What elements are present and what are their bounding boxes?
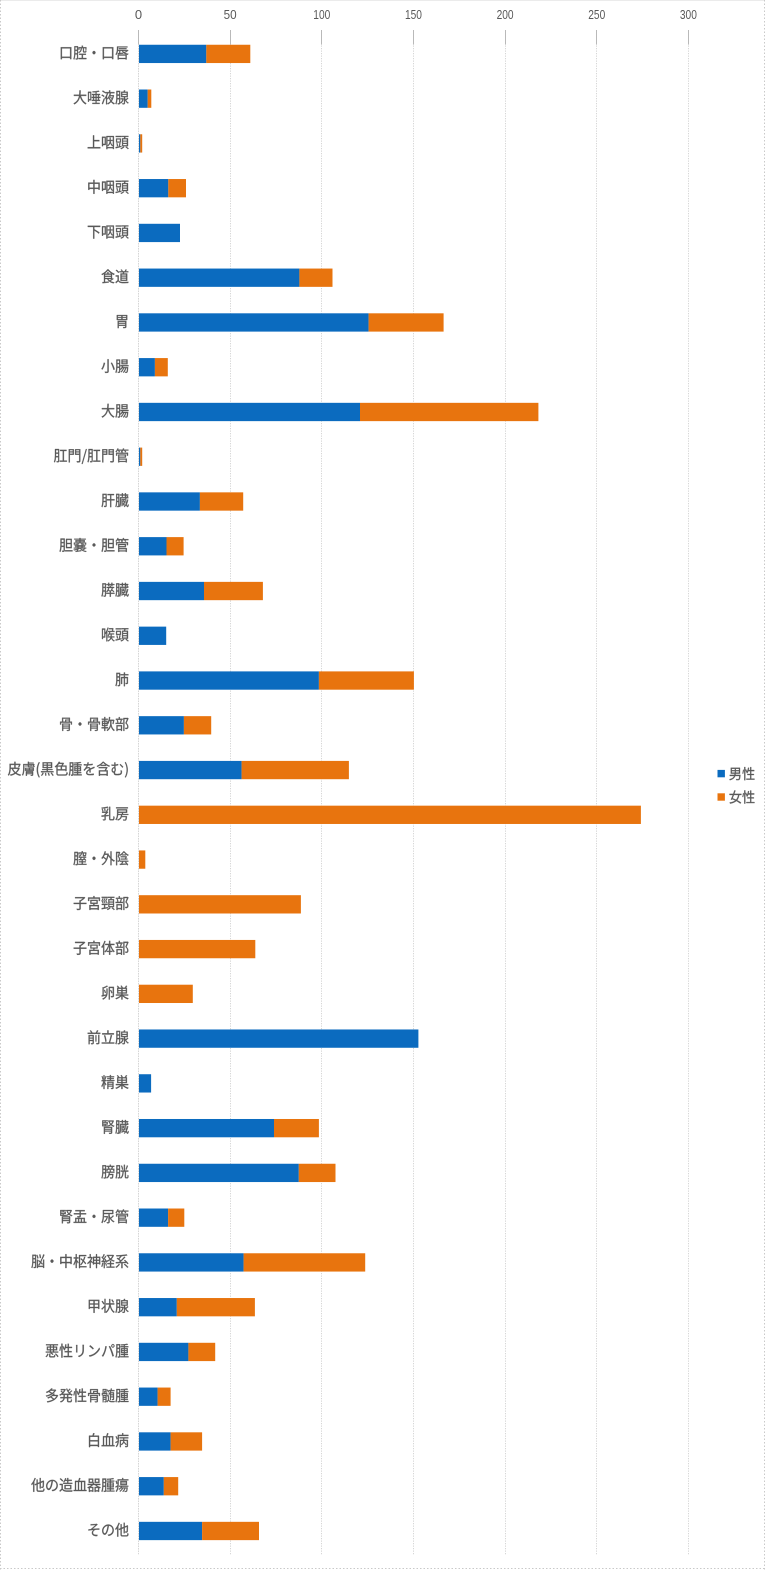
svg-text:0: 0 <box>135 7 142 22</box>
svg-text:50: 50 <box>224 7 237 22</box>
svg-text:100: 100 <box>313 7 330 22</box>
svg-text:250: 250 <box>588 7 605 22</box>
svg-text:150: 150 <box>405 7 422 22</box>
svg-text:300: 300 <box>680 7 697 22</box>
svg-text:200: 200 <box>497 7 514 22</box>
